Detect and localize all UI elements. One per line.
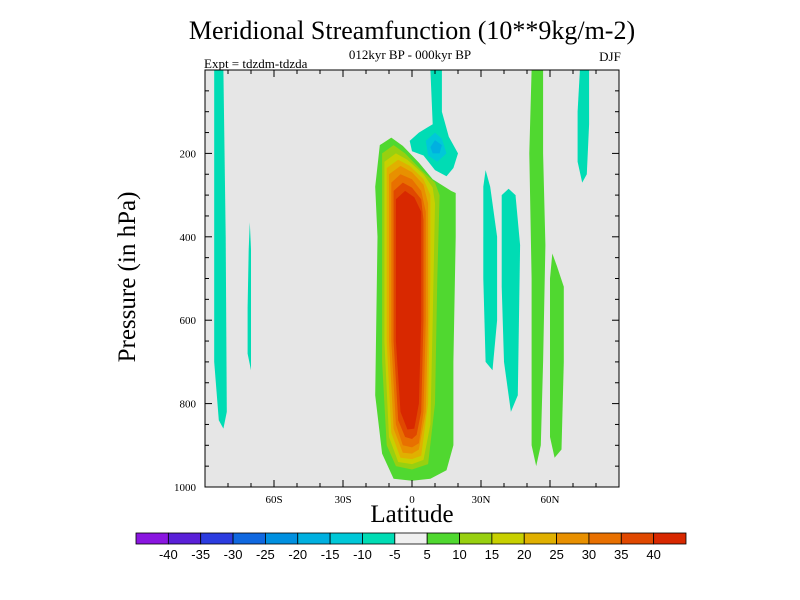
region-sh-high-lat-left [214,70,227,429]
colorbar: -40 -35 -30 -25 -20 -15 -10 -5 5 10 15 20 25 30 35 40 [135,532,687,562]
chart-subtitle: 012kyr BP - 000kyr BP [348,47,472,62]
colorbar-swatch [523,532,557,545]
colorbar-swatch [426,532,460,545]
x-tick-label: 60N [541,494,560,506]
y-tick-label: 1000 [174,482,197,494]
region-upper-blue-inner [430,140,442,154]
region-nh-cyan-band-2 [501,188,521,412]
y-tick-label: 200 [180,148,197,160]
x-axis-label: Latitude [370,501,454,528]
chart-title: Meridional Streamfunction (10**9kg/m-2) [188,16,636,45]
colorbar-label: 35 [614,547,628,562]
colorbar-label: -40 [159,547,178,562]
colorbar-label: -25 [256,547,275,562]
colorbar-swatch [265,532,299,545]
colorbar-swatch [232,532,266,545]
colorbar-swatch [200,532,234,545]
y-tick-label: 600 [180,315,197,327]
season-label: DJF [599,49,621,64]
colorbar-label: -20 [288,547,307,562]
colorbar-swatch [620,532,655,545]
colorbar-label: 25 [549,547,563,562]
y-tick-label: 400 [180,232,197,244]
region-upper-cyan-center [409,70,458,177]
colorbar-swatch [362,532,396,545]
region-nh-cyan-band-1 [483,170,498,371]
colorbar-swatch [394,532,428,545]
x-tick-label: 30N [472,494,491,506]
colorbar-label: -35 [191,547,210,562]
contour-regions [214,70,590,481]
colorbar-label: 30 [582,547,596,562]
colorbar-swatch [329,532,363,545]
region-nh-green-band-1 [529,70,546,467]
colorbar-swatch [588,532,622,545]
colorbar-swatch [297,532,331,545]
colorbar-label: -15 [321,547,340,562]
colorbar-label: -5 [389,547,401,562]
x-tick-label: 0 [409,494,415,506]
plot-axes: 60S 30S 0 30N 60N 200 400 600 800 1000 [174,69,620,506]
colorbar-label: -10 [353,547,372,562]
colorbar-label: -30 [224,547,243,562]
colorbar-swatch [556,532,590,545]
region-main-cell-40 [395,190,422,430]
colorbar-swatch [653,532,687,545]
experiment-label: Expt = tdzdm-tdzda [204,56,308,71]
x-tick-label: 60S [265,494,282,506]
colorbar-label: 20 [517,547,531,562]
contour-layer [214,70,590,481]
colorbar-label: 40 [646,547,660,562]
colorbar-swatch [459,532,493,545]
x-tick-label: 30S [334,494,351,506]
region-nh-high-lat-cyan [577,70,590,183]
colorbar-swatch [135,532,169,545]
colorbar-label: 5 [424,547,431,562]
colorbar-label: 10 [452,547,466,562]
colorbar-label: 15 [485,547,499,562]
region-sh-high-lat-narrow [247,222,251,371]
region-nh-green-band-2 [550,253,564,458]
colorbar-swatch [167,532,202,545]
colorbar-swatch [491,532,525,545]
y-tick-label: 800 [180,399,197,411]
